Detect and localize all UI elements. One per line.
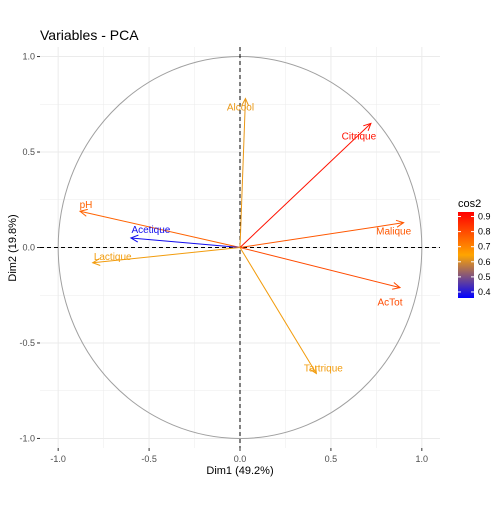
arrow-shaft — [239, 123, 372, 248]
y-axis-label: Dim2 (19.8%) — [7, 214, 19, 281]
arrow-shaft — [92, 247, 241, 264]
arrow-head — [78, 208, 88, 217]
y-axis-ticks: -1.0 -0.5 0.0 0.5 1.0 — [19, 52, 40, 443]
legend-tick-label: 0.5 — [478, 272, 491, 282]
arrow-head — [91, 258, 101, 266]
x-tick-label: 0.5 — [325, 454, 338, 464]
legend-title: cos2 — [458, 198, 481, 210]
arrow-shaft — [239, 222, 404, 248]
arrow-head — [241, 97, 250, 107]
variable-arrows — [78, 97, 405, 375]
x-tick-label: 1.0 — [416, 454, 429, 464]
variable-label: Lactique — [94, 252, 132, 263]
x-tick-label: 0.0 — [234, 454, 247, 464]
legend-tick-label: 0.8 — [478, 227, 491, 237]
arrow-alcool — [239, 97, 250, 248]
arrow-actot — [239, 247, 402, 290]
y-tick-label: 1.0 — [22, 52, 35, 62]
arrow-ph — [78, 208, 241, 248]
arrow-head — [363, 122, 372, 132]
variable-label: pH — [80, 200, 93, 211]
variable-label: AcTot — [377, 298, 402, 309]
variable-label: Acetique — [131, 225, 170, 236]
variable-label: Malique — [376, 227, 411, 238]
arrow-shaft — [239, 247, 401, 289]
arrow-head — [395, 219, 405, 228]
arrow-malique — [239, 219, 405, 248]
arrow-head — [392, 282, 402, 290]
arrow-head — [309, 365, 317, 375]
y-tick-label: 0.5 — [22, 147, 35, 157]
arrow-tartrique — [239, 247, 317, 375]
arrow-citrique — [239, 122, 372, 248]
x-axis-label: Dim1 (49.2%) — [206, 465, 273, 477]
x-tick-label: -1.0 — [50, 454, 66, 464]
variable-label: Alcool — [227, 103, 254, 114]
variable-label: Tartrique — [304, 364, 343, 375]
arrow-lactique — [91, 247, 241, 266]
legend-tick-label: 0.7 — [478, 242, 491, 252]
arrow-shaft — [239, 98, 246, 248]
chart-title: Variables - PCA — [40, 27, 139, 43]
y-tick-label: -0.5 — [19, 338, 35, 348]
y-tick-label: -1.0 — [19, 433, 35, 443]
y-tick-label: 0.0 — [22, 243, 35, 253]
legend-tick-label: 0.6 — [478, 257, 491, 267]
arrow-acetique — [129, 234, 241, 248]
legend-tick-label: 0.4 — [478, 287, 491, 297]
x-tick-label: -0.5 — [141, 454, 157, 464]
arrow-shaft — [130, 237, 241, 248]
legend-tick-label: 0.9 — [478, 212, 491, 222]
legend-colorbar — [458, 212, 474, 298]
variable-label: Citrique — [342, 131, 377, 142]
arrow-shaft — [239, 247, 317, 374]
arrow-head — [129, 234, 139, 243]
cos2-legend: cos2 0.4 0.5 0.6 0.7 0.8 0.9 — [458, 198, 491, 298]
arrow-shaft — [79, 210, 241, 248]
variable-labels: Alcool Citrique pH Malique Acetique Lactique A… — [80, 103, 412, 375]
legend-ticks: 0.4 0.5 0.6 0.7 0.8 0.9 — [458, 212, 491, 297]
x-axis-ticks: -1.0 -0.5 0.0 0.5 1.0 — [50, 448, 428, 464]
